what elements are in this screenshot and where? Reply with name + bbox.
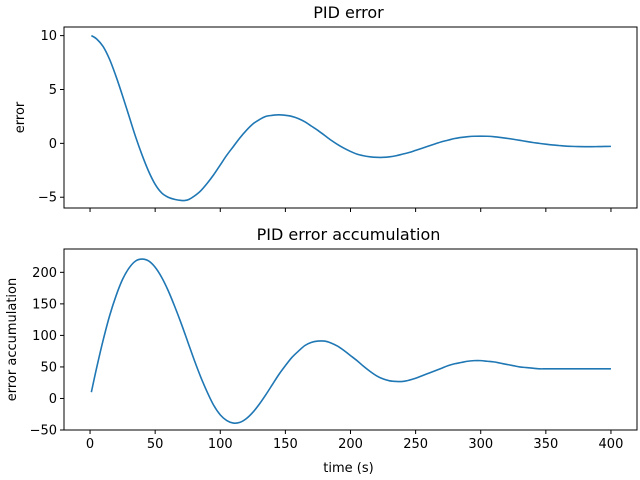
y-tick-label: 10 — [40, 29, 57, 44]
y-tick-label: 150 — [32, 297, 57, 312]
x-tick-label: 100 — [208, 437, 233, 452]
error-accumulation-y-axis-label: error accumulation — [5, 278, 20, 402]
y-tick-label: 50 — [40, 360, 57, 375]
error-accumulation-x-ticks: 0 50 100 150 200 250 300 350 400 — [86, 430, 623, 452]
error-chart-title: PID error — [313, 3, 384, 22]
error-accumulation-chart-title: PID error accumulation — [257, 225, 441, 244]
x-tick-label: 0 — [86, 437, 94, 452]
y-tick-label: 100 — [32, 329, 57, 344]
y-tick-label: 0 — [49, 137, 57, 152]
error-y-ticks: −5 0 5 10 — [38, 29, 64, 206]
error-accumulation-line — [90, 258, 611, 425]
y-tick-label: 5 — [49, 83, 57, 98]
error-x-ticks — [89, 208, 612, 212]
time-x-axis-label: time (s) — [323, 461, 373, 476]
x-tick-label: 50 — [147, 437, 164, 452]
y-tick-label: −5 — [38, 191, 57, 206]
x-tick-label: 400 — [599, 437, 624, 452]
y-tick-label: −50 — [30, 424, 57, 439]
x-tick-label: 350 — [533, 437, 558, 452]
x-tick-label: 250 — [403, 437, 428, 452]
x-tick-label: 200 — [338, 437, 363, 452]
error-y-axis-label: error — [13, 101, 28, 133]
y-tick-label: 0 — [49, 392, 57, 407]
error-line — [90, 34, 611, 202]
x-tick-label: 150 — [273, 437, 298, 452]
error-chart: PID error −5 0 5 10 error — [13, 3, 638, 212]
error-accumulation-y-ticks: −50 0 50 100 150 200 — [30, 266, 64, 439]
y-tick-label: 200 — [32, 266, 57, 281]
error-accumulation-chart: PID error accumulation 0 50 100 150 200 250 30… — [5, 225, 638, 476]
x-tick-label: 300 — [468, 437, 493, 452]
